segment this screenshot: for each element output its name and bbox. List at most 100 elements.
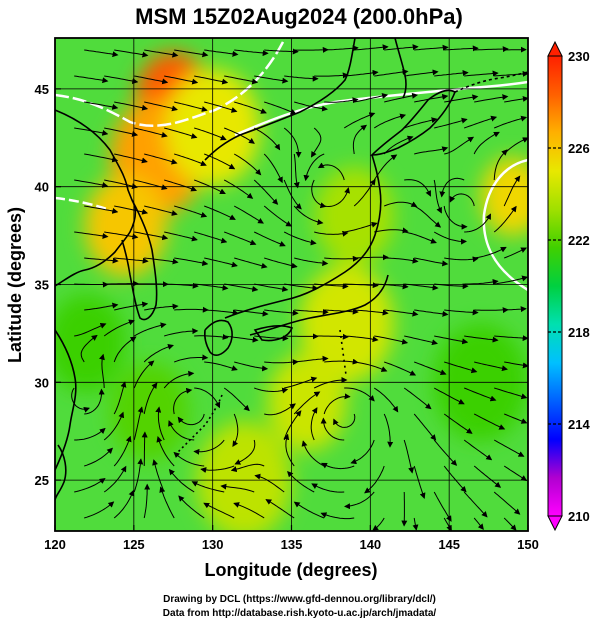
streamline-205 (373, 387, 399, 413)
coast-china-east (55, 329, 77, 471)
streamline-227 (133, 406, 144, 441)
streamline-45 (74, 127, 109, 136)
streamline-239 (493, 439, 525, 457)
streamline-125 (234, 257, 268, 269)
field-patch-9 (315, 167, 394, 265)
streamline-181 (113, 336, 137, 363)
streamline-93 (174, 205, 208, 218)
coast-asia-mainland (55, 109, 137, 287)
streamline-110 (224, 231, 257, 246)
streamline-159 (354, 309, 389, 316)
colorbar-ticks: 210 214 218 222 226 230 (548, 49, 590, 524)
streamline-32 (144, 101, 178, 112)
streamline-267 (433, 491, 452, 522)
streamline-19 (194, 75, 229, 85)
streamline-48 (164, 127, 198, 139)
contour-east (482, 158, 528, 292)
streamline-261 (220, 483, 255, 493)
streamline-271 (113, 489, 135, 519)
streamline-230 (193, 439, 225, 455)
streamline-20 (224, 75, 259, 85)
streamline-70 (383, 135, 414, 155)
streamline-114 (344, 221, 378, 233)
streamline-212 (143, 382, 158, 415)
streamline-3 (174, 49, 209, 58)
streamline-249 (321, 462, 355, 470)
streamline-102 (443, 205, 468, 230)
streamline-91 (114, 205, 149, 215)
streamline-221 (413, 413, 437, 441)
streamline-138 (164, 282, 199, 289)
x-tick-label: 145 (438, 537, 460, 552)
streamline-166 (103, 319, 135, 337)
coast-korea (121, 199, 158, 321)
streamline-31 (114, 101, 149, 111)
streamline-174 (344, 335, 379, 343)
streamline-157 (294, 308, 329, 315)
streamline-33 (174, 101, 208, 112)
streamline-54 (343, 112, 376, 129)
streamline-263 (287, 470, 315, 493)
streamline-140 (224, 283, 259, 292)
streamline-150 (84, 302, 119, 311)
streamline-276 (233, 502, 265, 519)
streamline-252 (443, 465, 467, 493)
colorbar-tick-label: 218 (568, 325, 590, 340)
y-tick-label: 45 (35, 82, 49, 97)
streamline-89 (493, 149, 508, 181)
streamline-135 (74, 281, 109, 288)
streamline-247 (283, 433, 295, 467)
streamline-42 (444, 94, 479, 103)
streamline-225 (74, 427, 106, 441)
streamline-175 (374, 335, 409, 345)
streamline-160 (384, 309, 419, 317)
streamlines (71, 44, 528, 531)
streamline-161 (414, 309, 449, 317)
streamline-156 (264, 309, 299, 316)
streamline-51 (253, 127, 281, 151)
streamline-192 (444, 361, 478, 374)
field-patch-5 (480, 157, 528, 236)
streamline-41 (414, 93, 449, 103)
streamline-55 (373, 113, 407, 129)
streamline-104 (503, 175, 521, 207)
coastlines (55, 38, 528, 501)
streamline-96 (263, 205, 293, 227)
streamline-187 (294, 355, 329, 363)
streamline-82 (283, 179, 302, 210)
streamline-219 (333, 413, 356, 428)
streamline-203 (313, 377, 348, 389)
x-tick-label: 150 (517, 537, 539, 552)
streamline-94 (204, 205, 236, 220)
streamline-9 (354, 44, 389, 51)
streamline-197 (133, 360, 155, 389)
streamline-87 (433, 179, 442, 214)
streamline-131 (414, 257, 449, 267)
streamline-92 (144, 205, 178, 216)
streamline-185 (234, 361, 269, 372)
streamline-176 (404, 335, 438, 346)
streamline-79 (194, 179, 226, 194)
streamline-75 (74, 179, 109, 188)
colorbar: 210 214 218 222 226 230 (547, 40, 590, 532)
streamline-270 (84, 501, 115, 519)
streamline-228 (155, 406, 165, 441)
streamline-100 (384, 201, 418, 207)
streamline-222 (443, 413, 473, 434)
map-plot-area (55, 38, 528, 531)
streamline-58 (464, 115, 498, 129)
streamline-115 (374, 227, 409, 234)
streamline-57 (434, 117, 468, 129)
streamline-189 (354, 361, 388, 372)
streamline-28 (464, 70, 499, 77)
streamline-245 (200, 465, 235, 474)
streamline-112 (283, 231, 317, 246)
streamline-173 (314, 333, 349, 340)
streamline-281 (412, 517, 419, 531)
streamline-52 (283, 127, 302, 158)
streamline-207 (433, 387, 465, 405)
streamline-179 (494, 335, 528, 342)
coast-russia-far-east (204, 38, 356, 161)
colorbar-tick-label: 222 (568, 233, 590, 248)
y-axis-ticks: 25 30 35 40 45 (35, 82, 61, 488)
